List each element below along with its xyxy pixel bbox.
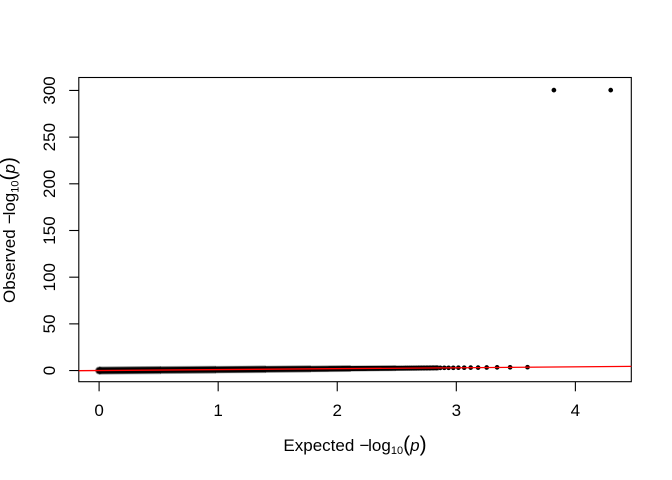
- svg-text:50: 50: [40, 314, 59, 333]
- svg-text:200: 200: [40, 170, 59, 198]
- svg-text:2: 2: [333, 401, 342, 420]
- svg-text:Observed −log10(p): Observed −log10(p): [0, 157, 21, 303]
- svg-text:250: 250: [40, 123, 59, 151]
- svg-text:0: 0: [40, 366, 59, 375]
- svg-text:Expected −log10(p): Expected −log10(p): [283, 433, 426, 457]
- svg-text:3: 3: [452, 401, 461, 420]
- svg-text:300: 300: [40, 76, 59, 104]
- svg-text:100: 100: [40, 263, 59, 291]
- svg-text:150: 150: [40, 216, 59, 244]
- svg-text:0: 0: [94, 401, 103, 420]
- svg-text:4: 4: [571, 401, 580, 420]
- svg-text:1: 1: [213, 401, 222, 420]
